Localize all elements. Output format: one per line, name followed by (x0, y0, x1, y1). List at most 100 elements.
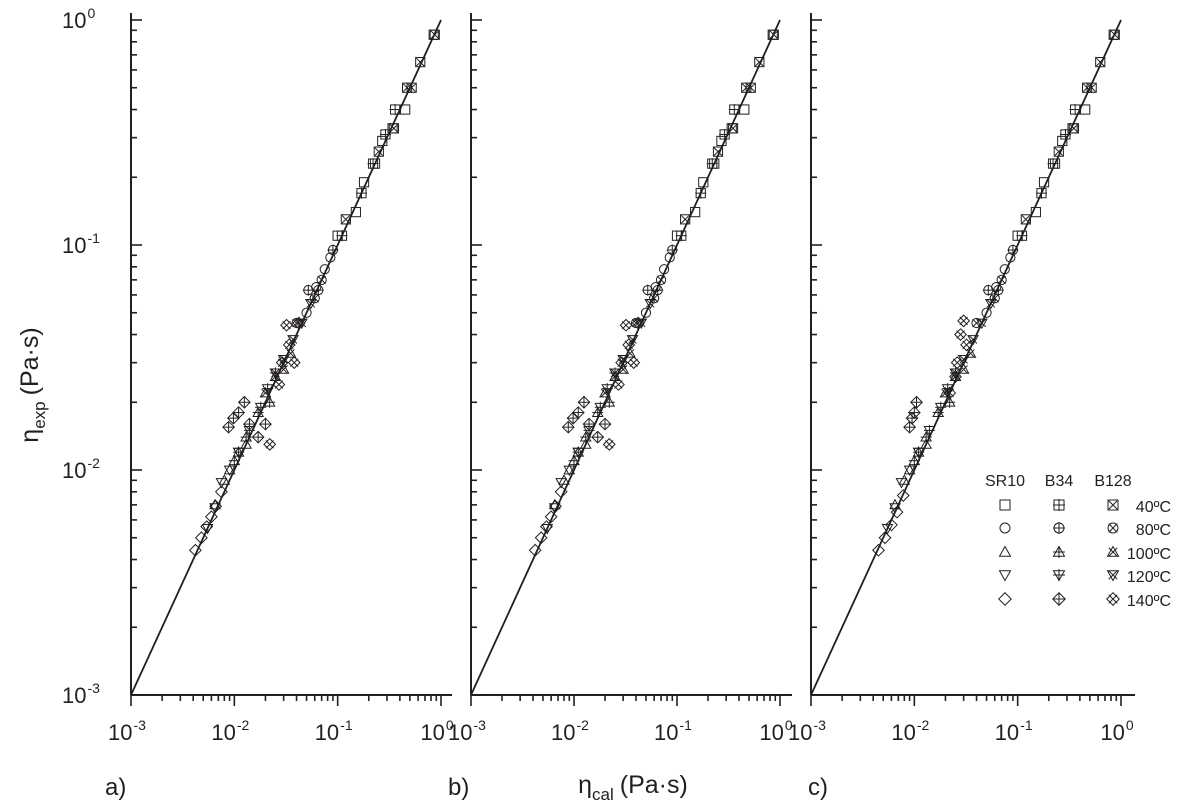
data-point (754, 56, 765, 68)
legend-col-b128: B128 (1094, 473, 1131, 490)
data-point (579, 438, 592, 449)
data-point (561, 420, 575, 434)
data-point (539, 520, 553, 534)
data-point (884, 518, 898, 532)
data-point (934, 401, 947, 414)
data-point (631, 316, 645, 330)
data-point (340, 214, 351, 225)
data-point (896, 489, 910, 502)
data-point (996, 274, 1007, 285)
data-point (336, 230, 348, 242)
data-point (304, 299, 317, 310)
y-tick-label: 100 (62, 5, 95, 33)
data-point (577, 395, 591, 409)
data-point (957, 314, 971, 328)
data-point (572, 446, 585, 459)
data-point (898, 474, 911, 485)
data-point (223, 465, 236, 477)
data-point (280, 318, 293, 332)
data-point (878, 531, 892, 545)
data-point (534, 531, 548, 545)
data-point (319, 264, 330, 275)
data-point (889, 503, 901, 514)
data-point (1007, 244, 1019, 256)
data-point (640, 307, 652, 318)
data-point (960, 338, 973, 352)
legend-col-b34: B34 (1045, 473, 1074, 490)
panel-label-a: a) (105, 774, 126, 801)
data-point (1030, 207, 1041, 218)
data-point (379, 128, 391, 140)
data-point (903, 465, 916, 477)
data-point (1069, 104, 1081, 116)
data-point (912, 446, 925, 459)
data-point (555, 478, 568, 489)
data-point (1109, 29, 1120, 40)
x-tick-label: 10-3 (788, 717, 826, 745)
data-point (240, 431, 253, 443)
panel-2: 10-3 10-2 10-1 100 (448, 13, 793, 745)
data-point (655, 274, 667, 285)
legend-markers (998, 499, 1120, 606)
y-axis-title: ηexp(Pa·s) (16, 327, 49, 442)
x-tick-label: 10-1 (315, 717, 353, 745)
data-point (325, 252, 336, 263)
data-point (712, 146, 724, 157)
data-point (358, 177, 370, 188)
legend-marker (998, 570, 1012, 582)
data-point (675, 230, 687, 242)
data-point (429, 29, 440, 40)
data-point (903, 463, 916, 475)
x-tick-label: 10-3 (448, 717, 486, 745)
data-point (316, 274, 327, 285)
data-point (350, 207, 361, 218)
data-point (1020, 214, 1031, 225)
data-point (226, 411, 240, 425)
data-point (950, 356, 964, 370)
data-point (232, 406, 246, 420)
data-point (215, 478, 228, 489)
x-axis-title: ηcal (Pa·s) (578, 771, 688, 804)
data-point (907, 406, 921, 420)
data-point (237, 395, 251, 409)
data-point (627, 356, 641, 370)
data-point (282, 338, 296, 352)
data-point (984, 299, 997, 310)
data-point (954, 328, 967, 341)
data-point (602, 437, 616, 451)
data-point (275, 356, 289, 370)
data-point (1095, 56, 1106, 68)
data-point (695, 187, 707, 199)
legend-marker (1107, 522, 1119, 534)
data-point (292, 316, 306, 330)
x-tick-label: 10-1 (654, 717, 692, 745)
data-point (644, 299, 657, 310)
data-point (948, 370, 962, 384)
data-point (690, 207, 701, 218)
legend-marker (1052, 592, 1066, 606)
legend-marker (1107, 499, 1119, 511)
data-point (975, 318, 988, 330)
x-tick-label: 10-1 (995, 717, 1033, 745)
data-point (1057, 135, 1068, 147)
data-point (920, 431, 933, 443)
data-point (706, 158, 718, 170)
x-tick-label: 10-2 (891, 717, 929, 745)
panel-label-b: b) (448, 774, 469, 801)
panel-1: 10-3 10-2 10-1 100 100 10-1 10-2 10-3 (62, 5, 454, 745)
data-point (571, 406, 585, 420)
x-tick-label: 10-2 (211, 717, 249, 745)
scatter-points (528, 29, 779, 557)
data-point (923, 424, 936, 437)
x-tick-label: 100 (420, 717, 453, 745)
data-point (194, 531, 208, 545)
data-point (957, 355, 970, 366)
data-point (999, 264, 1010, 275)
y-tick-label: 10-3 (62, 680, 100, 708)
legend-marker (1053, 499, 1065, 511)
data-point (1016, 230, 1028, 242)
data-point (301, 307, 312, 318)
data-point (1059, 128, 1071, 140)
data-point (377, 135, 388, 147)
data-point (214, 485, 228, 499)
